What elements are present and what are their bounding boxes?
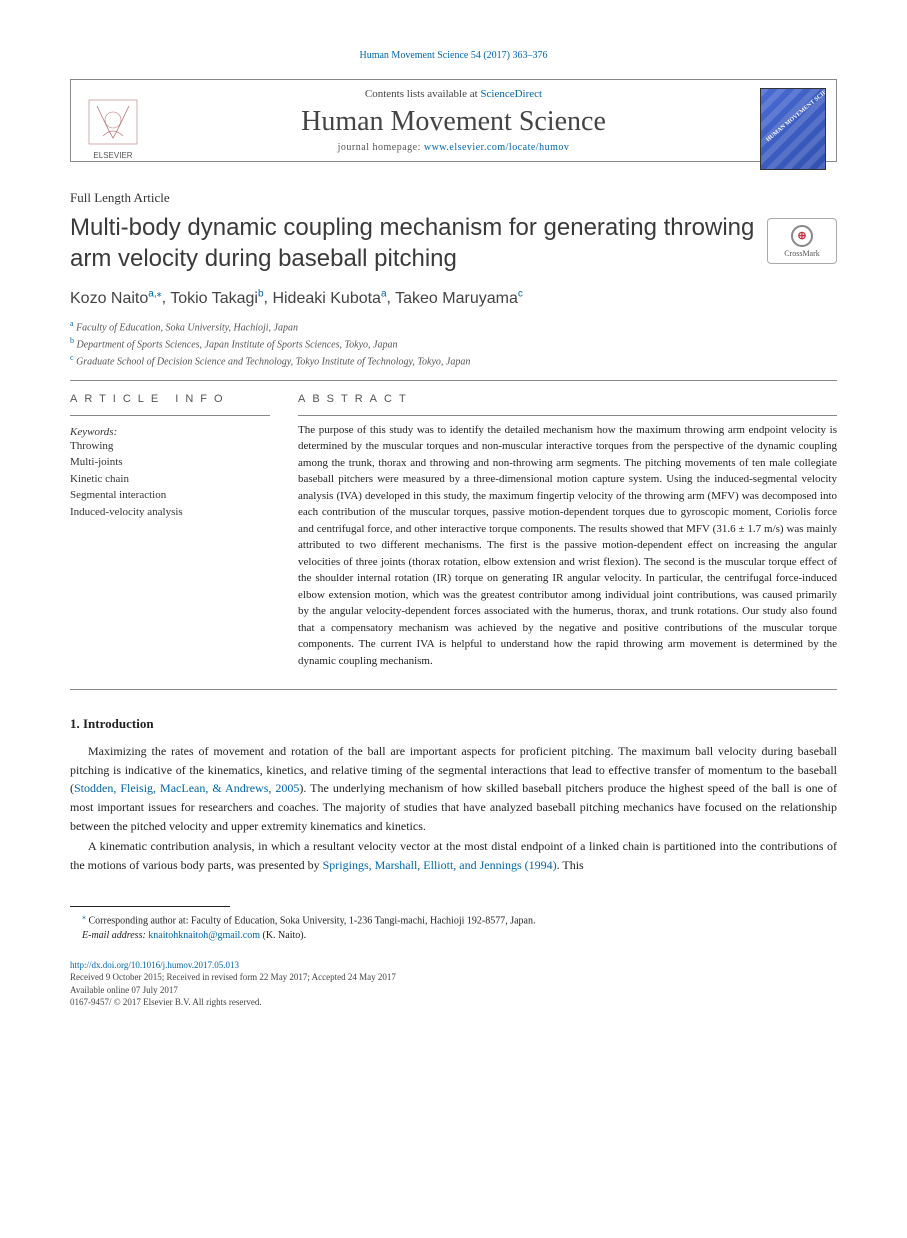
divider bbox=[70, 415, 270, 416]
affiliations: a Faculty of Education, Soka University,… bbox=[70, 318, 837, 370]
abstract-column: ABSTRACT The purpose of this study was t… bbox=[298, 393, 837, 670]
abstract-head: ABSTRACT bbox=[298, 393, 837, 405]
divider bbox=[298, 415, 837, 416]
keyword: Multi-joints bbox=[70, 454, 270, 471]
email-footnote: E-mail address: knaitohknaitoh@gmail.com… bbox=[82, 929, 837, 943]
author-list: Kozo Naitoa,⁎, Tokio Takagib, Hideaki Ku… bbox=[70, 288, 837, 307]
keyword: Induced-velocity analysis bbox=[70, 504, 270, 521]
page: Human Movement Science 54 (2017) 363–376… bbox=[0, 0, 907, 1039]
contents-available-line: Contents lists available at ScienceDirec… bbox=[85, 88, 822, 100]
journal-cover-thumbnail: HUMAN MOVEMENT SCIENCE bbox=[760, 88, 826, 170]
article-info-head: ARTICLE INFO bbox=[70, 393, 270, 405]
body-paragraph: A kinematic contribution analysis, in wh… bbox=[70, 837, 837, 874]
affiliation: c Graduate School of Decision Science an… bbox=[70, 352, 837, 369]
author: Takeo Maruyamac bbox=[395, 290, 523, 307]
running-header-link[interactable]: Human Movement Science 54 (2017) 363–376 bbox=[359, 50, 547, 61]
history-line: Received 9 October 2015; Received in rev… bbox=[70, 971, 837, 984]
journal-title: Human Movement Science bbox=[71, 106, 836, 138]
journal-homepage-link[interactable]: www.elsevier.com/locate/humov bbox=[424, 142, 569, 153]
journal-homepage-line: journal homepage: www.elsevier.com/locat… bbox=[71, 142, 836, 161]
info-abstract-row: ARTICLE INFO Keywords: Throwing Multi-jo… bbox=[70, 393, 837, 670]
sciencedirect-link[interactable]: ScienceDirect bbox=[480, 88, 542, 100]
email-link[interactable]: knaitohknaitoh@gmail.com bbox=[148, 930, 260, 941]
running-header: Human Movement Science 54 (2017) 363–376 bbox=[70, 50, 837, 61]
elsevier-logo: ELSEVIER bbox=[83, 98, 143, 162]
footnote-separator bbox=[70, 906, 230, 907]
keyword: Segmental interaction bbox=[70, 487, 270, 504]
body-paragraph: Maximizing the rates of movement and rot… bbox=[70, 742, 837, 835]
copyright-line: 0167-9457/ © 2017 Elsevier B.V. All righ… bbox=[70, 996, 837, 1009]
author: Kozo Naitoa,⁎ bbox=[70, 290, 162, 307]
citation-link[interactable]: Sprigings, Marshall, Elliott, and Jennin… bbox=[323, 858, 557, 872]
keyword: Throwing bbox=[70, 438, 270, 455]
article-info-column: ARTICLE INFO Keywords: Throwing Multi-jo… bbox=[70, 393, 270, 670]
crossmark-icon: ⊕ bbox=[791, 225, 813, 247]
affiliation: a Faculty of Education, Soka University,… bbox=[70, 318, 837, 335]
svg-text:ELSEVIER: ELSEVIER bbox=[93, 151, 132, 160]
article-type: Full Length Article bbox=[70, 190, 837, 206]
author: Hideaki Kubotaa bbox=[272, 290, 386, 307]
online-line: Available online 07 July 2017 bbox=[70, 984, 837, 997]
doi-block: http://dx.doi.org/10.1016/j.humov.2017.0… bbox=[70, 959, 837, 1009]
article-title: Multi-body dynamic coupling mechanism fo… bbox=[70, 212, 755, 274]
divider bbox=[70, 689, 837, 690]
doi-link[interactable]: http://dx.doi.org/10.1016/j.humov.2017.0… bbox=[70, 960, 239, 970]
header-box: ELSEVIER HUMAN MOVEMENT SCIENCE Contents… bbox=[70, 79, 837, 162]
affiliation: b Department of Sports Sciences, Japan I… bbox=[70, 335, 837, 352]
abstract-text: The purpose of this study was to identif… bbox=[298, 422, 837, 670]
section-heading: 1. Introduction bbox=[70, 716, 837, 732]
keywords-label: Keywords: bbox=[70, 426, 270, 438]
divider bbox=[70, 380, 837, 381]
author: Tokio Takagib bbox=[170, 290, 263, 307]
citation-link[interactable]: Stodden, Fleisig, MacLean, & Andrews, 20… bbox=[74, 781, 299, 795]
title-row: Multi-body dynamic coupling mechanism fo… bbox=[70, 212, 837, 288]
corresponding-author-footnote: ⁎ Corresponding author at: Faculty of Ed… bbox=[82, 911, 837, 928]
keyword: Kinetic chain bbox=[70, 471, 270, 488]
crossmark-badge[interactable]: ⊕ CrossMark bbox=[767, 218, 837, 264]
